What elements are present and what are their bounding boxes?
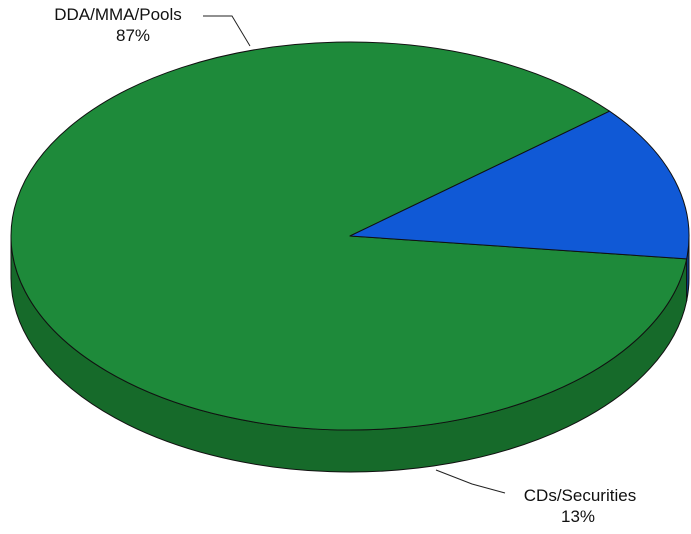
slice-label-cds: CDs/Securities: [524, 486, 636, 505]
slice-label-dda: DDA/MMA/Pools: [54, 5, 182, 24]
slice-value-cds: 13%: [561, 507, 595, 526]
leader-lines: [203, 15, 506, 494]
slice-value-dda: 87%: [116, 26, 150, 45]
slice-cds: [349, 110, 690, 260]
pie-tops: [10, 41, 690, 431]
leader-line-dda: [203, 15, 251, 47]
slice-dda: [10, 41, 688, 431]
leader-line-cds: [435, 469, 506, 494]
